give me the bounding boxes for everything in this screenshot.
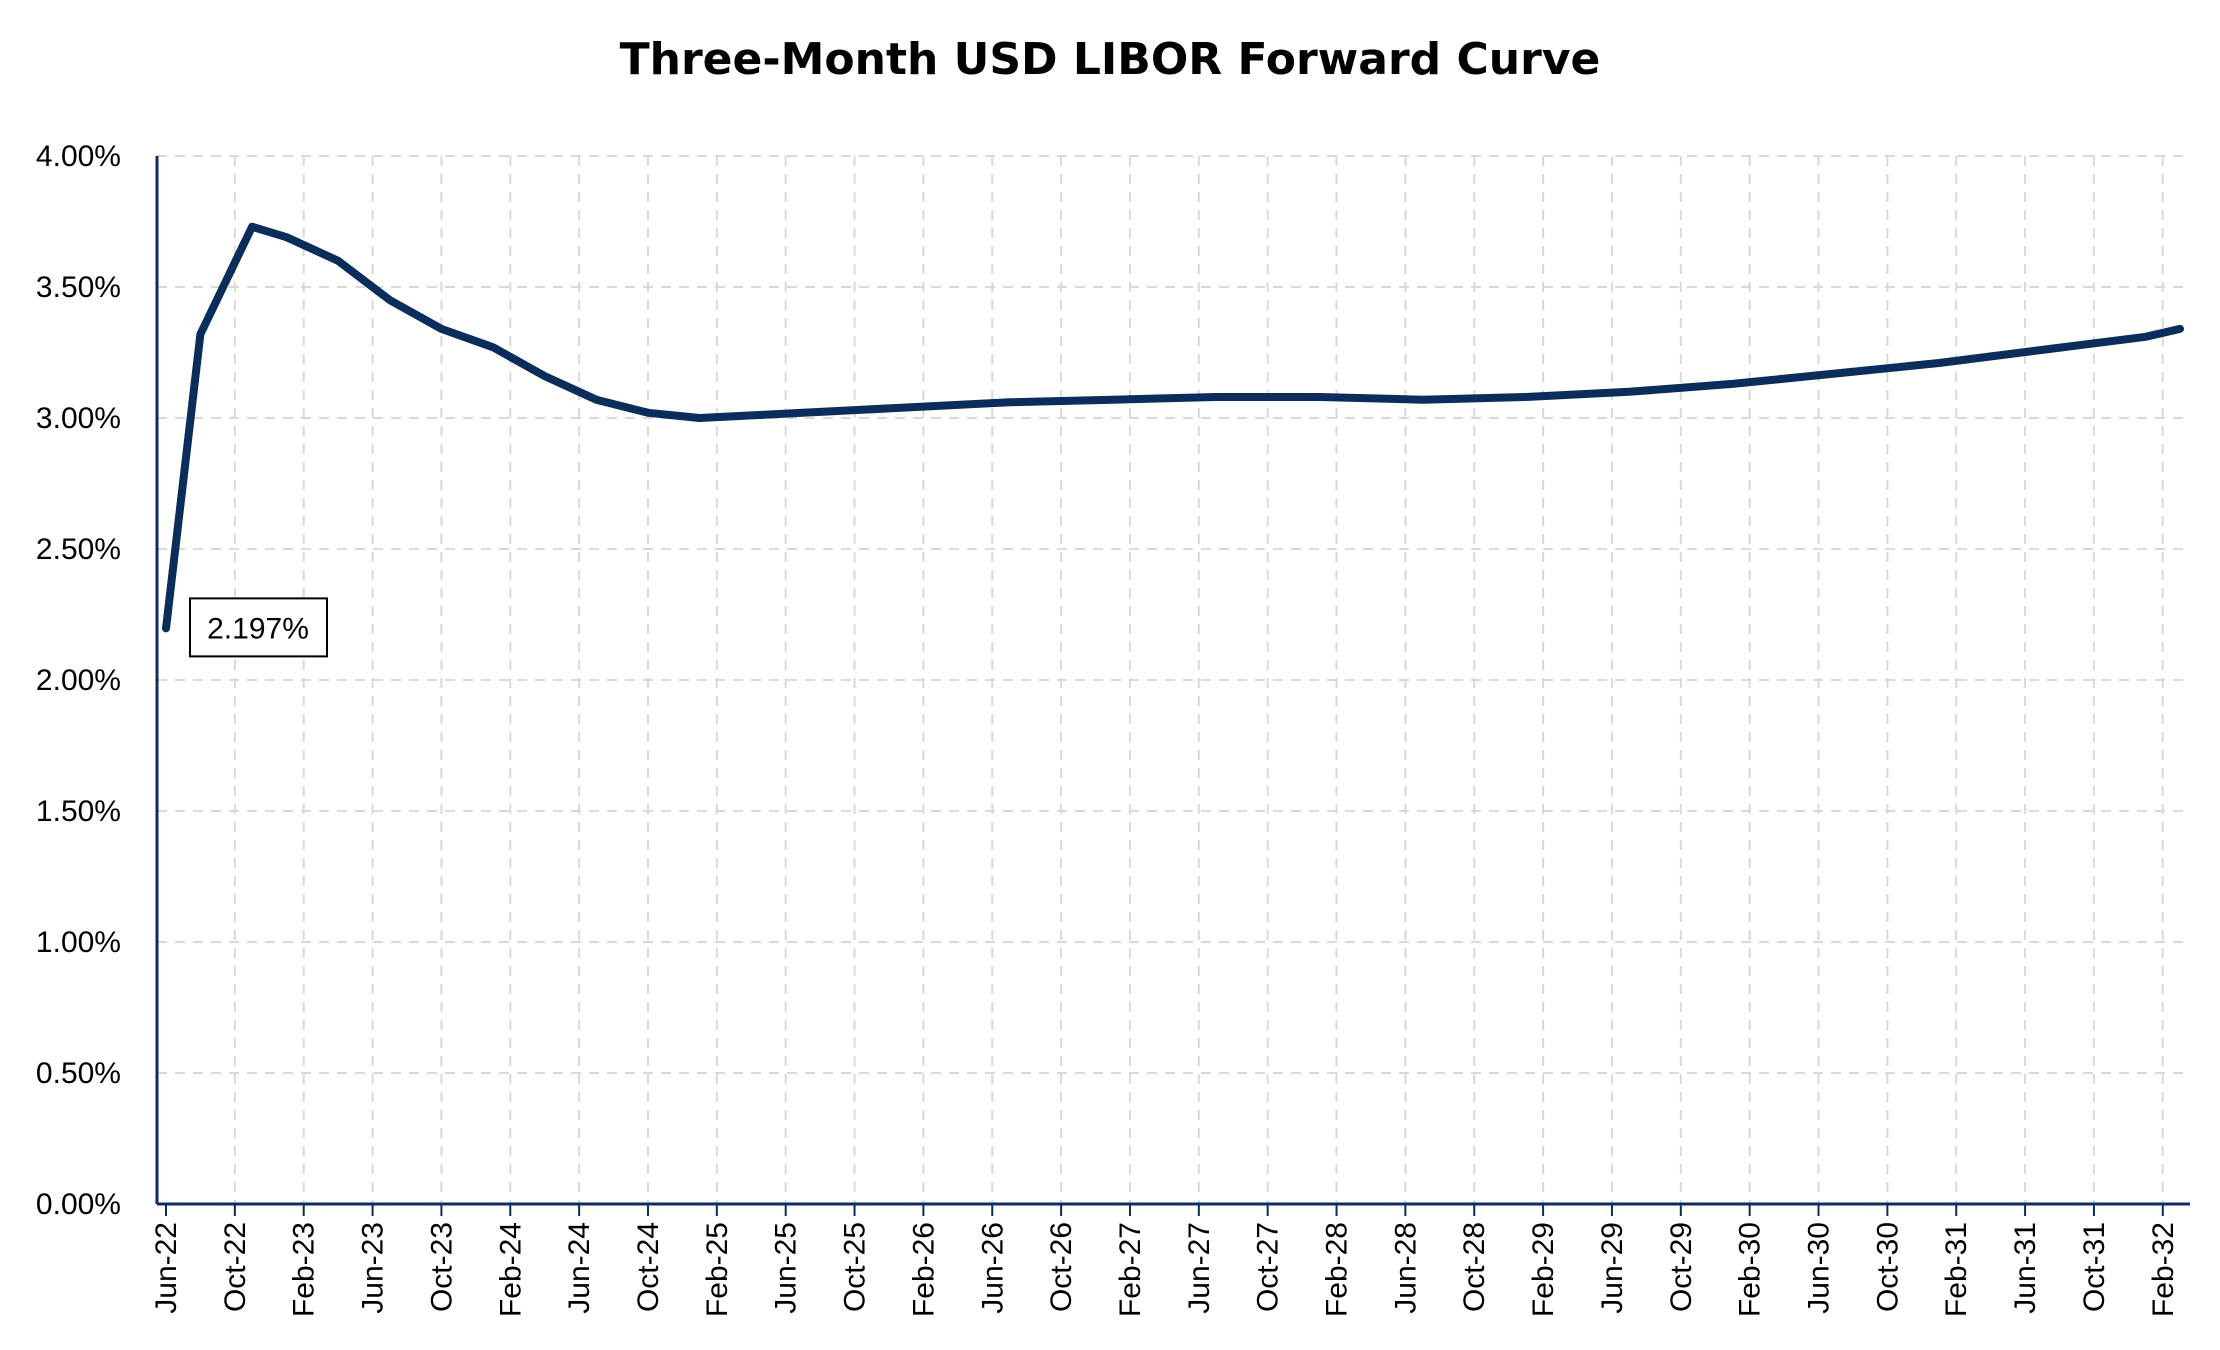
series-line-0 <box>162 222 2184 633</box>
x-tick-label: Feb-27 <box>1114 1222 1147 1317</box>
y-tick-label: 0.00% <box>36 1188 121 1221</box>
x-tick-label: Feb-31 <box>1940 1222 1973 1317</box>
y-tick-label: 2.50% <box>36 533 121 566</box>
x-tick-label: Jun-22 <box>150 1222 183 1314</box>
x-tick-label: Oct-28 <box>1458 1222 1491 1312</box>
x-tick-label: Oct-31 <box>2078 1222 2111 1312</box>
x-tick-label: Oct-24 <box>632 1222 665 1312</box>
x-tick-label: Jun-26 <box>976 1222 1009 1314</box>
x-tick-label: Jun-28 <box>1389 1222 1422 1314</box>
y-tick-label: 1.00% <box>36 926 121 959</box>
x-tick-label: Feb-32 <box>2147 1222 2180 1317</box>
data-label-text: 2.197% <box>207 612 309 645</box>
x-tick-label: Jun-31 <box>2009 1222 2042 1314</box>
data-label: 2.197% <box>189 597 328 658</box>
x-tick-label: Jun-24 <box>563 1222 596 1314</box>
x-tick-label: Oct-22 <box>219 1222 252 1312</box>
y-tick-label: 2.00% <box>36 664 121 697</box>
x-tick-label: Oct-25 <box>839 1222 872 1312</box>
data-label-box <box>189 597 328 658</box>
x-tick-label: Feb-29 <box>1527 1222 1560 1317</box>
y-tick-label: 1.50% <box>36 795 121 828</box>
y-tick-label: 3.50% <box>36 271 121 304</box>
x-tick-label: Feb-23 <box>288 1222 321 1317</box>
x-tick-label: Jun-23 <box>357 1222 390 1314</box>
y-tick-label: 3.00% <box>36 402 121 435</box>
x-tick-label: Feb-30 <box>1734 1222 1767 1317</box>
x-tick-label: Feb-25 <box>701 1222 734 1317</box>
x-tick-label: Feb-24 <box>494 1222 527 1317</box>
x-tick-label: Oct-29 <box>1665 1222 1698 1312</box>
x-tick-label: Oct-23 <box>425 1222 458 1312</box>
chart-title: Three-Month USD LIBOR Forward Curve <box>619 34 1601 85</box>
x-tick-label: Oct-30 <box>1871 1222 1904 1312</box>
x-tick-label: Jun-27 <box>1183 1222 1216 1314</box>
x-tick-label: Jun-30 <box>1803 1222 1836 1314</box>
y-tick-label: 4.00% <box>36 140 121 173</box>
x-tick-label: Feb-26 <box>907 1222 940 1317</box>
x-tick-label: Jun-29 <box>1596 1222 1629 1314</box>
x-tick-label: Oct-27 <box>1252 1222 1285 1312</box>
y-tick-label: 0.50% <box>36 1057 121 1090</box>
x-tick-label: Feb-28 <box>1321 1222 1354 1317</box>
x-tick-label: Oct-26 <box>1045 1222 1078 1312</box>
x-tick-label: Jun-25 <box>770 1222 803 1314</box>
